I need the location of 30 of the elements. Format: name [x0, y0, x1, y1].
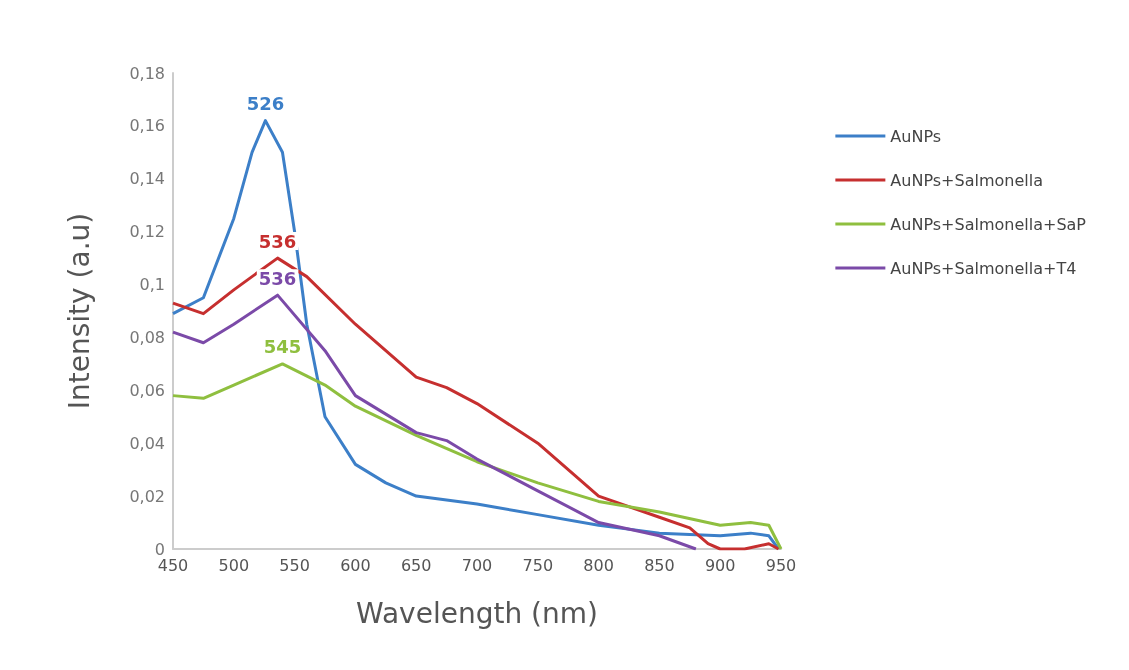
- annotation: 526: [246, 93, 285, 115]
- y-tick-label: 0,12: [129, 222, 165, 242]
- x-tick-label: 650: [400, 555, 432, 575]
- x-axis-title: Wavelength (nm): [356, 596, 598, 630]
- legend-label: AuNPs+Salmonella+SaP: [890, 214, 1087, 234]
- y-tick-label: 0,04: [129, 433, 165, 453]
- annotation: 536: [258, 267, 297, 289]
- y-tick-label: 0,16: [129, 116, 165, 136]
- x-tick-label: 950: [765, 555, 797, 575]
- y-tick-label: 0,08: [129, 327, 165, 347]
- y-tick-label: 0,02: [129, 486, 165, 506]
- x-tick-label: 750: [522, 555, 554, 575]
- x-tick-label: 850: [644, 555, 675, 575]
- x-tick-label: 600: [340, 555, 371, 575]
- y-tick-label: 0,06: [129, 380, 165, 400]
- line-series: [171, 293, 698, 551]
- x-tick-label: 550: [279, 555, 310, 575]
- annotation: 545: [263, 336, 302, 358]
- x-tick-label: 500: [218, 555, 250, 575]
- x-tick-label: 900: [704, 555, 736, 575]
- legend-label: AuNPs+Salmonella: [890, 170, 1043, 190]
- y-tick-label: 0,18: [129, 63, 165, 83]
- legend-label: AuNPs+Salmonella+T4: [890, 258, 1077, 278]
- y-tick-label: 0,1: [139, 275, 165, 295]
- y-axis-title: Intensity (a.u): [62, 212, 96, 410]
- legend-label: AuNPs: [890, 126, 942, 146]
- annotation: 536: [258, 230, 297, 252]
- x-tick-label: 800: [583, 555, 614, 575]
- x-tick-label: 700: [461, 555, 493, 575]
- y-tick-label: 0,14: [129, 169, 165, 189]
